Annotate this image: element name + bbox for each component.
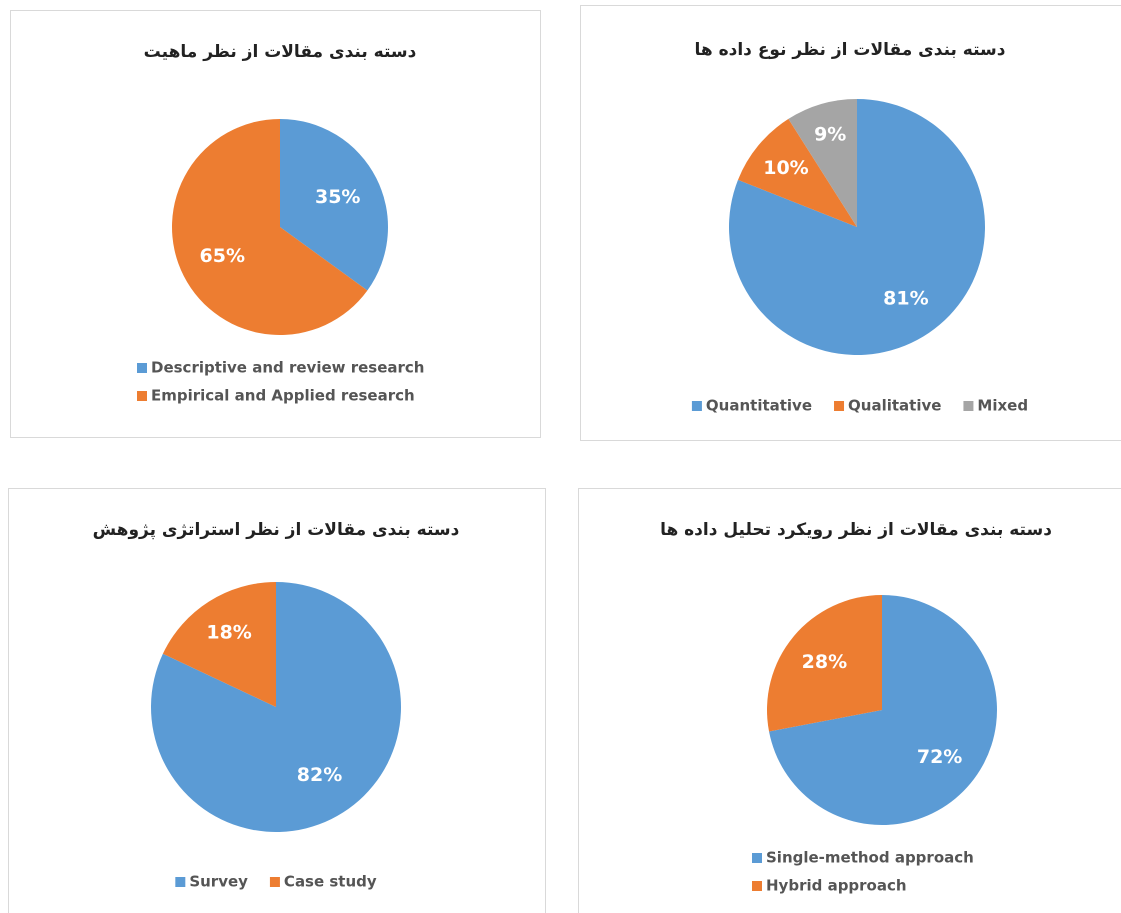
legend-swatch [137,363,147,373]
data-label: 65% [200,245,245,267]
legend-swatch [752,881,762,891]
legend-swatch [137,391,147,401]
legend-swatch [269,877,280,887]
data-label: 72% [917,746,962,768]
legend-label: Single-method approach [766,849,974,867]
legend-label: Mixed [977,397,1028,415]
legend: Survey Case study [175,873,377,891]
pie-slice [171,119,368,335]
pie-slice [162,582,276,707]
legend: Descriptive and review research Empirical… [137,359,424,405]
legend-label: Qualitative [848,397,941,415]
pie-slice [280,119,388,291]
data-label: 81% [883,287,928,309]
legend-label: Empirical and Applied research [151,387,415,405]
pie-slice [767,595,882,732]
data-label: 9% [814,123,846,145]
legend-label: Case study [284,873,377,891]
data-label: 18% [206,622,251,644]
legend-label: Survey [189,873,248,891]
legend-swatch [834,401,845,411]
chart-title: دسته بندی مقالات از نظر رویکرد تحلیل داد… [660,520,1052,540]
legend-swatch [752,853,762,863]
legend: Single-method approach Hybrid approach [752,849,974,895]
pie-slice [737,118,857,227]
legend-swatch [963,401,974,411]
legend-swatch [691,401,702,411]
chart-title: دسته بندی مقالات از نظر ماهیت [144,42,417,62]
pie-slice [788,99,857,227]
chart-title: دسته بندی مقالات از نظر استراتژی پژوهش [93,520,460,540]
legend-label: Quantitative [706,397,812,415]
data-label: 35% [315,186,360,208]
pie-slice [728,99,985,355]
legend: Quantitative Qualitative Mixed [691,397,1028,415]
pie-slice [769,595,997,825]
data-label: 10% [763,157,808,179]
legend-label: Hybrid approach [766,877,907,895]
legend-swatch [175,877,186,887]
data-label: 28% [802,651,847,673]
data-label: 82% [297,764,342,786]
chart-title: دسته بندی مقالات از نظر نوع داده ها [695,40,1006,60]
legend-label: Descriptive and review research [151,359,424,377]
